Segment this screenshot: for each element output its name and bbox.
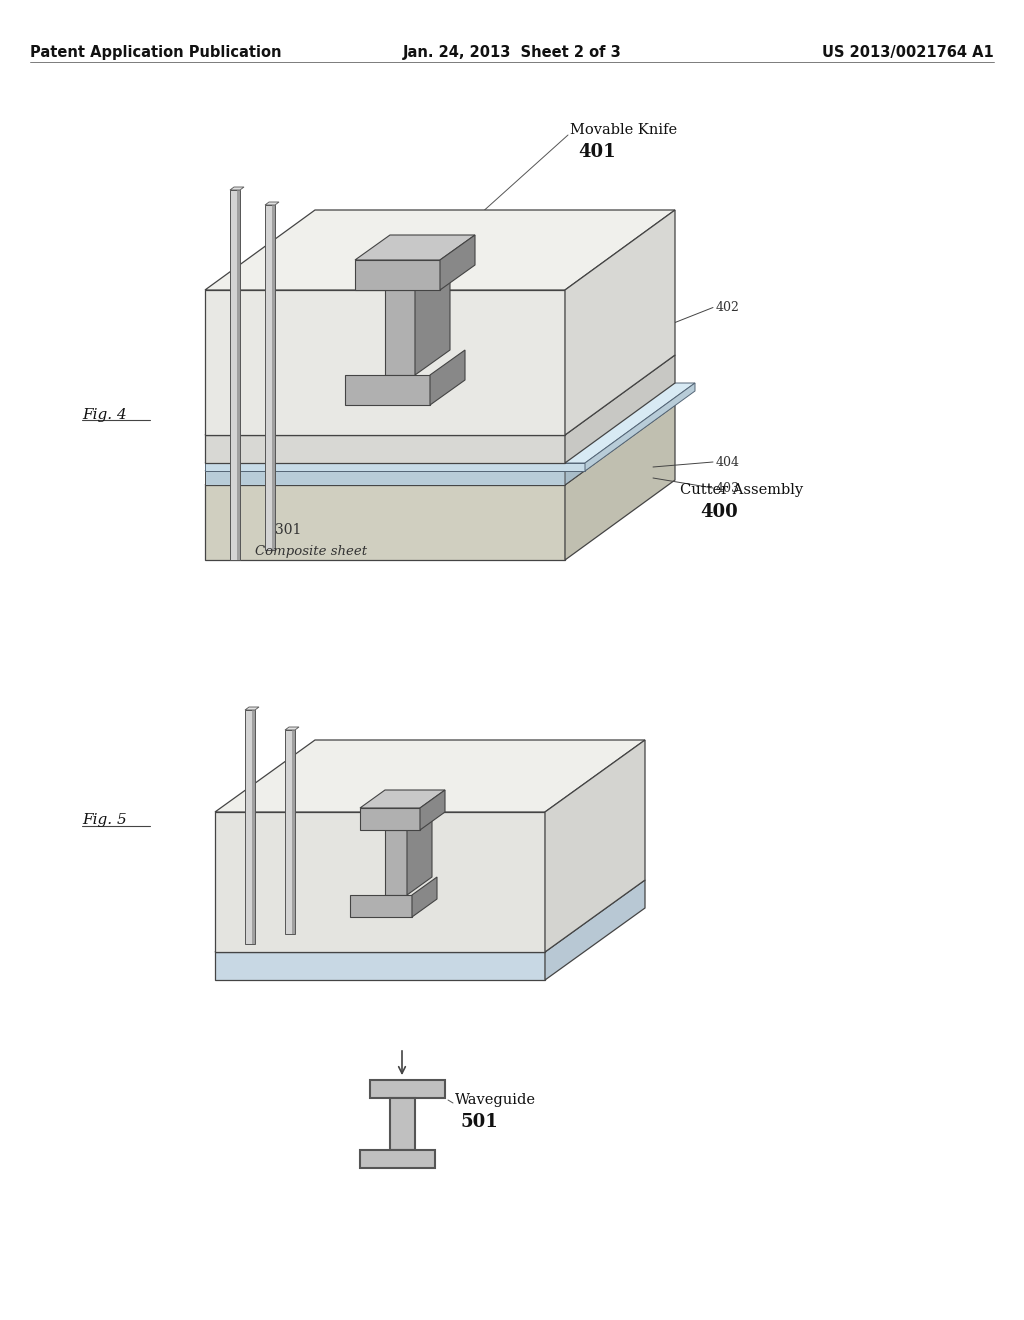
Polygon shape bbox=[390, 1098, 415, 1150]
Text: 404: 404 bbox=[716, 455, 740, 469]
Text: US 2013/0021764 A1: US 2013/0021764 A1 bbox=[822, 45, 994, 59]
Polygon shape bbox=[205, 463, 585, 471]
Polygon shape bbox=[545, 741, 645, 952]
Polygon shape bbox=[265, 205, 275, 550]
Polygon shape bbox=[205, 355, 675, 436]
Polygon shape bbox=[205, 405, 675, 484]
Polygon shape bbox=[430, 350, 465, 405]
Polygon shape bbox=[345, 375, 430, 405]
Text: Composite sheet: Composite sheet bbox=[255, 545, 368, 558]
Polygon shape bbox=[350, 895, 412, 917]
Polygon shape bbox=[215, 952, 545, 979]
Text: 301: 301 bbox=[275, 523, 301, 537]
Polygon shape bbox=[415, 265, 450, 375]
Polygon shape bbox=[420, 789, 445, 830]
Polygon shape bbox=[205, 391, 675, 471]
Polygon shape bbox=[565, 355, 675, 463]
Text: Cutter Assembly: Cutter Assembly bbox=[680, 483, 803, 498]
Polygon shape bbox=[205, 484, 565, 560]
Polygon shape bbox=[585, 383, 695, 471]
Polygon shape bbox=[355, 260, 440, 290]
Polygon shape bbox=[360, 1150, 435, 1168]
Polygon shape bbox=[292, 730, 295, 933]
Polygon shape bbox=[370, 1080, 445, 1098]
Text: 403: 403 bbox=[716, 482, 740, 495]
Polygon shape bbox=[385, 830, 407, 895]
Text: 501: 501 bbox=[460, 1113, 498, 1131]
Text: Fig. 5: Fig. 5 bbox=[82, 813, 127, 828]
Polygon shape bbox=[385, 290, 415, 375]
Polygon shape bbox=[205, 471, 565, 484]
Polygon shape bbox=[230, 187, 244, 190]
Polygon shape bbox=[265, 202, 279, 205]
Polygon shape bbox=[360, 789, 445, 808]
Text: Jan. 24, 2013  Sheet 2 of 3: Jan. 24, 2013 Sheet 2 of 3 bbox=[402, 45, 622, 59]
Polygon shape bbox=[205, 436, 565, 463]
Text: Waveguide: Waveguide bbox=[455, 1093, 536, 1107]
Text: 400: 400 bbox=[700, 503, 737, 521]
Polygon shape bbox=[285, 730, 295, 933]
Polygon shape bbox=[412, 876, 437, 917]
Polygon shape bbox=[285, 727, 299, 730]
Text: Movable Knife: Movable Knife bbox=[570, 123, 677, 137]
Polygon shape bbox=[205, 383, 695, 463]
Text: 401: 401 bbox=[578, 143, 615, 161]
Text: Fig. 4: Fig. 4 bbox=[82, 408, 127, 422]
Polygon shape bbox=[407, 812, 432, 895]
Polygon shape bbox=[360, 808, 420, 830]
Polygon shape bbox=[565, 391, 675, 484]
Text: Patent Application Publication: Patent Application Publication bbox=[30, 45, 282, 59]
Polygon shape bbox=[205, 290, 565, 436]
Polygon shape bbox=[245, 710, 255, 944]
Polygon shape bbox=[205, 210, 675, 290]
Polygon shape bbox=[245, 708, 259, 710]
Polygon shape bbox=[565, 405, 675, 560]
Polygon shape bbox=[565, 210, 675, 436]
Polygon shape bbox=[545, 880, 645, 979]
Polygon shape bbox=[215, 880, 645, 952]
Polygon shape bbox=[215, 741, 645, 812]
Polygon shape bbox=[440, 235, 475, 290]
Polygon shape bbox=[271, 205, 275, 550]
Polygon shape bbox=[252, 710, 255, 944]
Polygon shape bbox=[355, 235, 475, 260]
Polygon shape bbox=[215, 812, 545, 952]
Polygon shape bbox=[237, 190, 240, 560]
Text: 402: 402 bbox=[716, 301, 740, 314]
Polygon shape bbox=[230, 190, 240, 560]
